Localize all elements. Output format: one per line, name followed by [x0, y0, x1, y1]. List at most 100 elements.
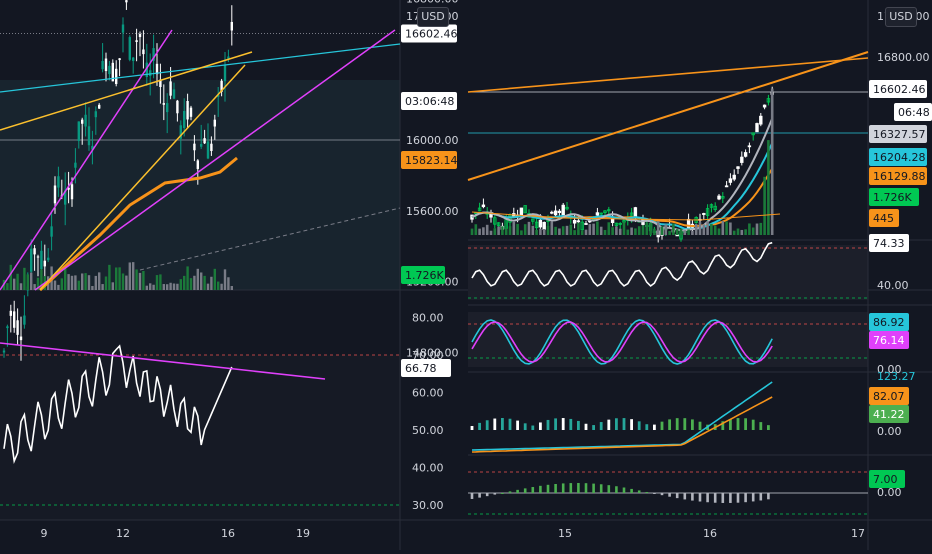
left-candle-body: [19, 336, 23, 341]
right-macd-hist-bar: [751, 419, 755, 430]
right-volume-ma-badge: 445: [873, 212, 894, 225]
left-volume-bar: [104, 276, 108, 290]
left-volume-bar: [60, 278, 63, 290]
right-volume-bar: [607, 222, 611, 235]
left-volume-bar: [19, 283, 23, 290]
right-osc-bar: [577, 483, 580, 493]
right-volume-bar: [668, 230, 671, 235]
right-macd-hist-bar: [630, 419, 633, 430]
right-macd-hist-bar: [485, 420, 489, 430]
right-macd-hist-bar: [599, 422, 603, 430]
left-volume-bar: [9, 264, 12, 290]
left-candle-body: [70, 184, 74, 200]
left-volume-bar: [125, 275, 128, 290]
right-last-price-badge-bg: [869, 80, 927, 98]
left-volume-bar: [166, 284, 169, 290]
left-volume-bar: [74, 275, 77, 290]
left-candle-body: [121, 24, 125, 33]
left-candle-body: [132, 57, 135, 61]
left-volume-bar: [145, 285, 148, 290]
left-candle-body: [203, 138, 206, 144]
right-macd-hist-bar: [721, 421, 725, 430]
left-wedge-lower: [39, 64, 246, 291]
left-volume-bar: [70, 275, 74, 290]
right-candle-body: [622, 220, 626, 223]
right-volume-bar: [516, 223, 519, 235]
left-candle-body: [91, 145, 94, 150]
right-macd-hist-bar: [577, 420, 580, 430]
left-volume-bar: [84, 273, 87, 290]
left-volume-bar: [30, 272, 33, 290]
right-volume-bar: [539, 228, 542, 235]
right-volume-bar: [523, 224, 527, 235]
left-volume-bar: [23, 267, 26, 290]
right-candle-body: [728, 178, 733, 183]
right-volume-bar: [622, 222, 626, 235]
right-osc-bar: [493, 493, 497, 495]
left-candle-body: [64, 190, 67, 205]
right-time-label-15: 15: [558, 527, 572, 540]
left-candle-body: [149, 70, 152, 77]
left-candle-body: [9, 310, 12, 316]
left-volume-bar: [91, 285, 94, 290]
right-macd-hist-bar: [615, 418, 618, 430]
left-candle-body: [23, 315, 26, 325]
right-macd-hist-bar: [569, 418, 573, 430]
right-candle-body: [576, 220, 581, 223]
right-osc-bar: [607, 485, 611, 493]
right-ema-cyan-badge: 16204.28: [873, 151, 926, 164]
right-macd-hist-bar: [660, 421, 664, 430]
right-candle-body: [561, 204, 565, 216]
right-rsi-line: [471, 241, 773, 288]
right-volume-bar: [482, 227, 485, 235]
left-volume-bar: [33, 284, 36, 290]
right-ema-white-badge-bg: [869, 125, 927, 143]
left-candle-body: [36, 256, 40, 258]
left-time-label-16: 16: [221, 527, 235, 540]
right-macd-hist-bar: [584, 423, 588, 430]
right-macd-hist-bar: [653, 424, 656, 430]
currency-button-left[interactable]: USD: [417, 7, 449, 27]
left-volume-bar: [121, 273, 125, 290]
right-osc-bar: [736, 493, 740, 503]
right-countdown-badge-bg: [894, 103, 932, 121]
right-osc-bar: [615, 486, 618, 493]
right-candle-body: [531, 218, 535, 222]
right-volume-bar: [493, 228, 497, 235]
right-volume-bar: [672, 223, 675, 235]
left-candle-body: [30, 248, 33, 272]
left-channel-upper: [0, 29, 173, 291]
right-volume-bar: [694, 224, 698, 235]
right-volume-bar: [588, 224, 592, 235]
right-macd-partial: 123.27: [877, 370, 916, 383]
right-volume-bar: [732, 230, 736, 235]
left-candle-body: [50, 226, 53, 237]
left-candle-body: [189, 107, 193, 117]
right-osc-bar: [691, 493, 694, 501]
right-macd-tick: 0.00: [877, 425, 902, 438]
right-osc-bar: [599, 484, 603, 493]
right-volume-bar: [497, 226, 500, 235]
left-candle-body: [81, 119, 84, 124]
right-volume-bar: [618, 228, 622, 235]
right-volume-bar: [698, 222, 702, 235]
left-support-dashed: [139, 207, 401, 271]
left-candle-body: [176, 100, 179, 114]
left-candle-body: [155, 63, 159, 75]
left-candle-body: [104, 58, 108, 72]
right-volume-bar: [683, 230, 687, 235]
right-osc-badge: 7.00: [873, 473, 898, 486]
right-macd-hist-bar: [501, 418, 504, 430]
left-volume-bar: [172, 283, 176, 290]
left-volume-badge-bg: [401, 266, 445, 284]
left-volume-bar: [135, 269, 138, 290]
right-volume-bar: [717, 228, 721, 235]
left-volume-bar: [162, 284, 165, 290]
left-candle-body: [13, 311, 16, 328]
currency-button-right[interactable]: USD: [885, 7, 917, 27]
left-time-label-19: 19: [296, 527, 310, 540]
right-osc-bar: [546, 484, 550, 493]
right-osc-bar: [744, 493, 747, 503]
